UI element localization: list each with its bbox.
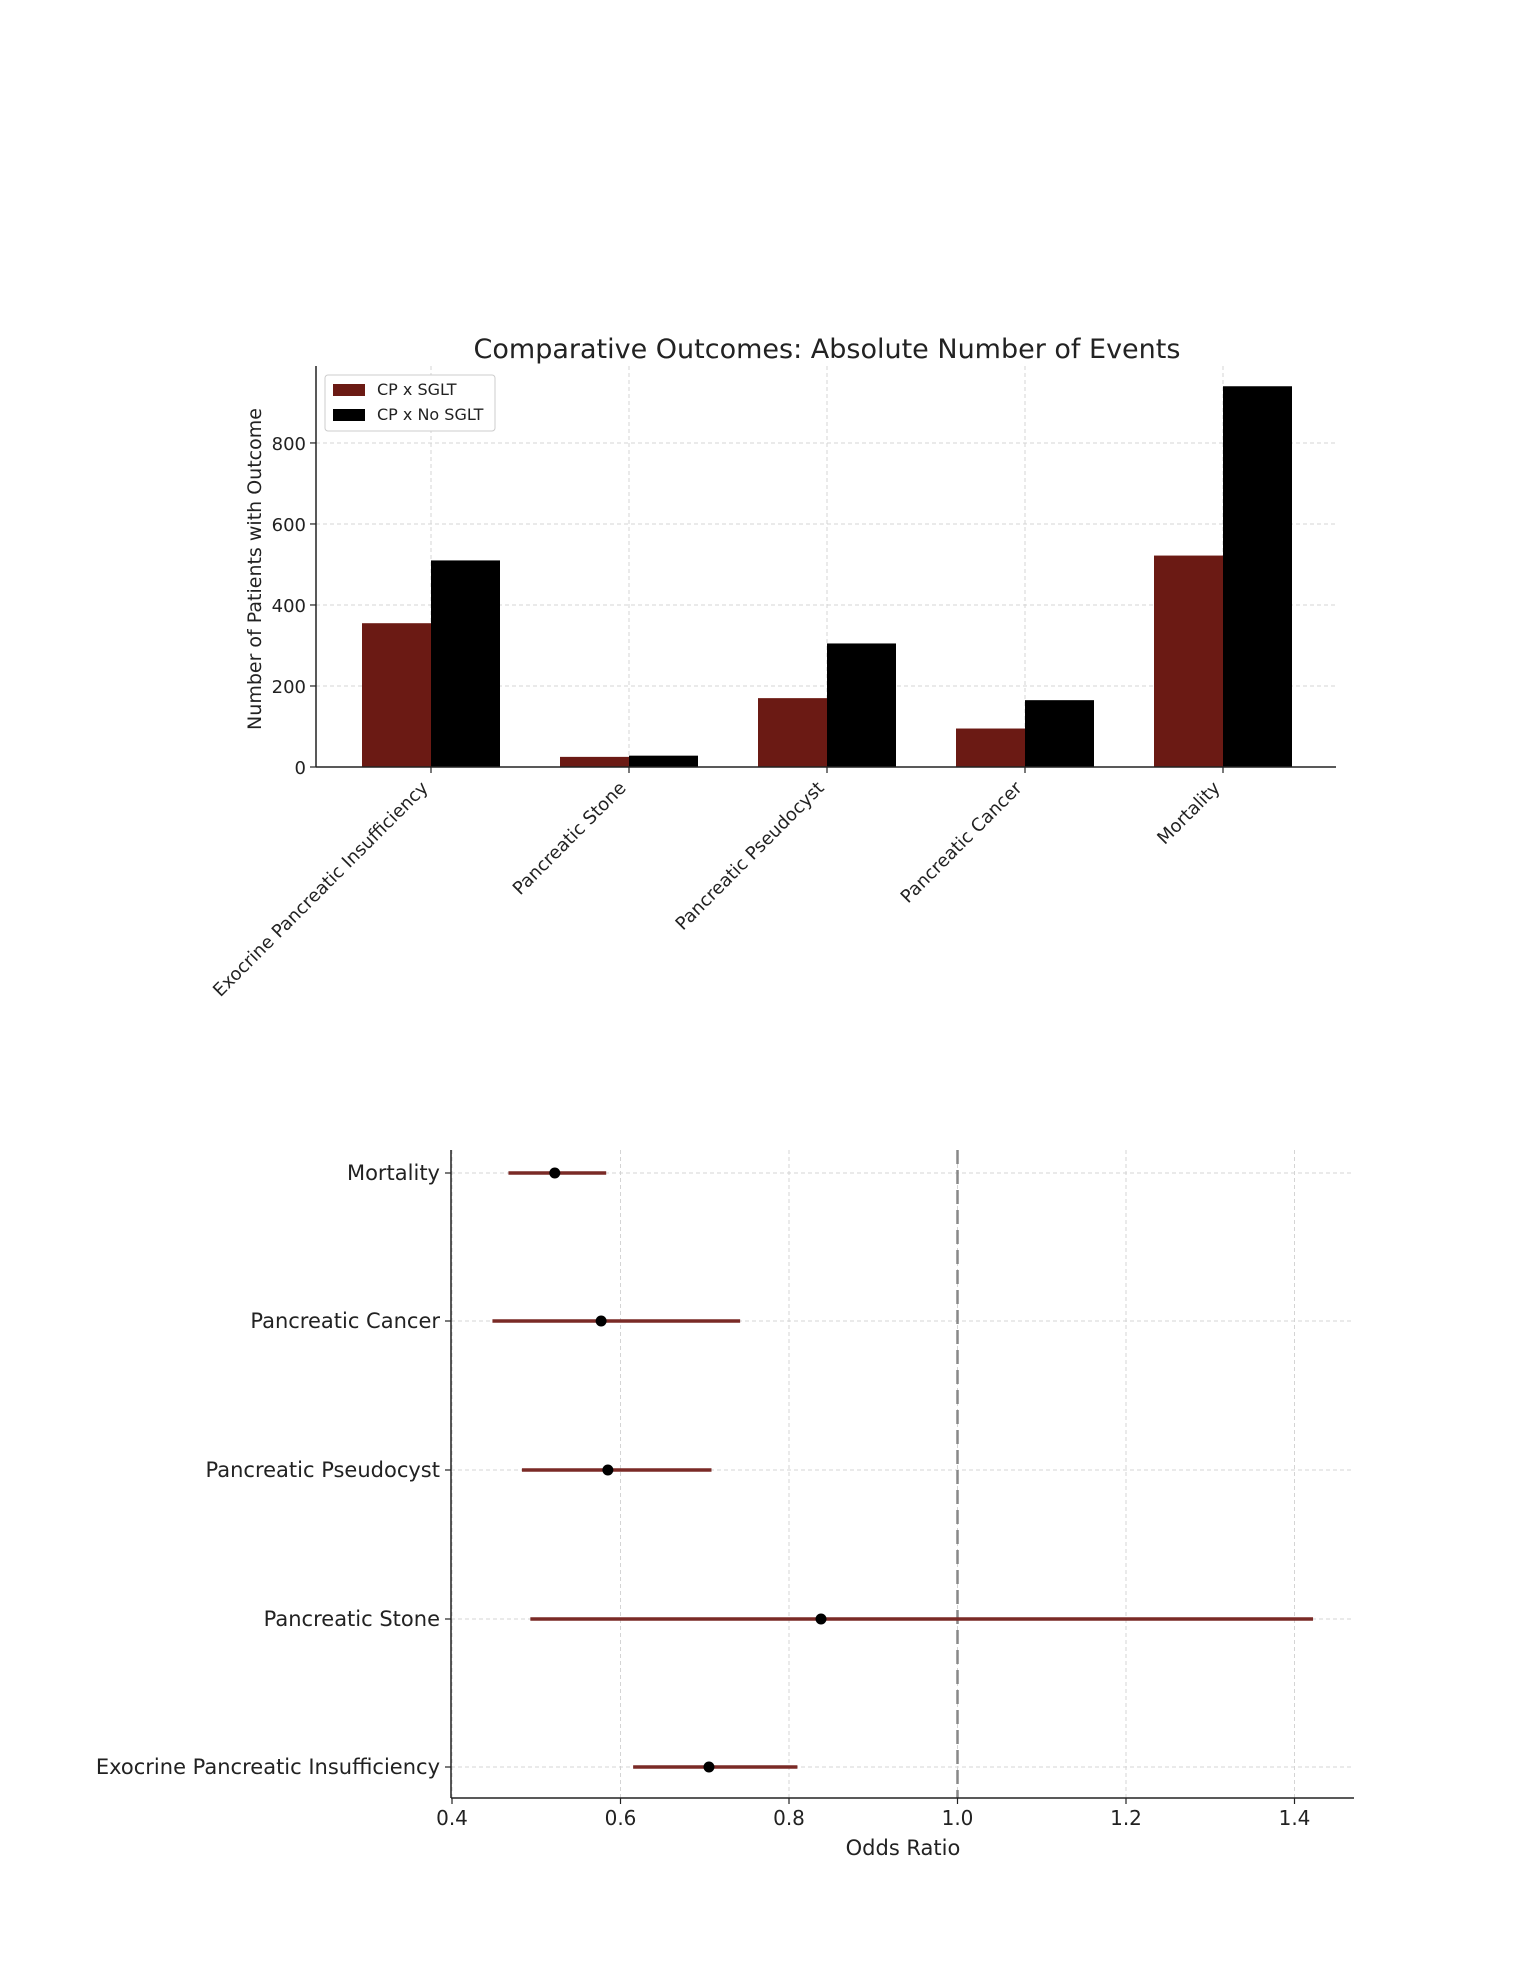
legend-label-cp-x-no-sglt: CP x No SGLT (377, 405, 484, 424)
forest-y-tick-label-pancreatic-pseudocyst: Pancreatic Pseudocyst (206, 1458, 441, 1482)
bar-x-tick-label-pancreatic-stone: Pancreatic Stone (509, 778, 631, 900)
bar-y-tick-label: 200 (272, 677, 306, 698)
bar-y-tick-label: 600 (272, 515, 306, 536)
bar-cp-x-no-sglt-pancreatic-cancer (1025, 700, 1094, 767)
or-point-pancreatic-cancer (595, 1315, 607, 1327)
forest-x-tick-label: 1.4 (1279, 1806, 1311, 1830)
bar-x-tick-label-mortality: Mortality (1153, 777, 1224, 848)
bar-y-tick-label: 400 (272, 596, 306, 617)
bar-chart-legend: CP x SGLT CP x No SGLT (324, 374, 496, 432)
forest-x-tick-label: 0.4 (436, 1806, 468, 1830)
legend-label-cp-x-sglt: CP x SGLT (377, 380, 457, 399)
bar-cp-x-sglt-exocrine-pancreatic-insufficiency (362, 623, 431, 767)
forest-plot: 0.4 0.6 0.8 1.0 1.2 1.4 Exocrine Pancreatic I… (96, 1150, 1354, 1860)
forest-plot-points (549, 1167, 827, 1773)
forest-x-tick-label: 1.2 (1110, 1806, 1142, 1830)
bar-cp-x-sglt-pancreatic-cancer (956, 728, 1025, 767)
bar-chart-title: Comparative Outcomes: Absolute Number of… (474, 334, 1181, 365)
forest-y-tick-label-exocrine-pancreatic-insufficiency: Exocrine Pancreatic Insufficiency (96, 1755, 440, 1779)
bar-x-tick-label-pancreatic-pseudocyst: Pancreatic Pseudocyst (672, 778, 829, 935)
forest-plot-grid (451, 1150, 1354, 1798)
forest-x-tick-label: 0.8 (773, 1806, 805, 1830)
bar-x-tick-label-exocrine-pancreatic-insufficiency: Exocrine Pancreatic Insufficiency (209, 777, 433, 1001)
legend-swatch-cp-x-no-sglt (333, 409, 365, 421)
bar-chart: Comparative Outcomes: Absolute Number of… (209, 334, 1336, 1001)
bar-y-tick-label: 800 (272, 434, 306, 455)
or-point-pancreatic-stone (815, 1613, 827, 1625)
bar-chart-axes (315, 366, 1336, 768)
bar-chart-bars (362, 386, 1292, 767)
bar-cp-x-no-sglt-exocrine-pancreatic-insufficiency (431, 560, 500, 767)
bar-cp-x-sglt-mortality (1154, 555, 1223, 767)
legend-frame (324, 374, 496, 432)
or-point-mortality (549, 1167, 561, 1179)
forest-y-tick-label-pancreatic-cancer: Pancreatic Cancer (250, 1309, 440, 1333)
forest-y-tick-label-mortality: Mortality (347, 1161, 440, 1185)
bar-cp-x-sglt-pancreatic-stone (560, 756, 629, 767)
bar-cp-x-sglt-pancreatic-pseudocyst (758, 698, 827, 767)
bar-x-tick-label-pancreatic-cancer: Pancreatic Cancer (897, 777, 1027, 907)
forest-x-tick-label: 1.0 (942, 1806, 974, 1830)
legend-swatch-cp-x-sglt (333, 384, 365, 396)
bar-cp-x-no-sglt-mortality (1223, 386, 1292, 767)
or-point-exocrine-pancreatic-insufficiency (703, 1761, 715, 1773)
forest-plot-y-ticks: Exocrine Pancreatic Insufficiency Pancrea… (96, 1161, 451, 1779)
bar-cp-x-no-sglt-pancreatic-stone (629, 755, 698, 767)
or-point-pancreatic-pseudocyst (602, 1464, 614, 1476)
bar-y-tick-label: 0 (295, 758, 306, 779)
forest-y-tick-label-pancreatic-stone: Pancreatic Stone (264, 1607, 440, 1631)
forest-plot-axes (450, 1150, 1354, 1799)
bar-chart-y-axis-label: Number of Patients with Outcome (244, 408, 266, 730)
bar-cp-x-no-sglt-pancreatic-pseudocyst (827, 643, 896, 767)
bar-chart-y-ticks: 0 200 400 600 800 (272, 434, 316, 779)
forest-plot-x-ticks: 0.4 0.6 0.8 1.0 1.2 1.4 (436, 1798, 1310, 1830)
forest-plot-x-axis-label: Odds Ratio (846, 1836, 961, 1860)
forest-x-tick-label: 0.6 (605, 1806, 637, 1830)
bar-chart-x-ticks: Exocrine Pancreatic Insufficiency Pancrea… (209, 767, 1225, 1001)
